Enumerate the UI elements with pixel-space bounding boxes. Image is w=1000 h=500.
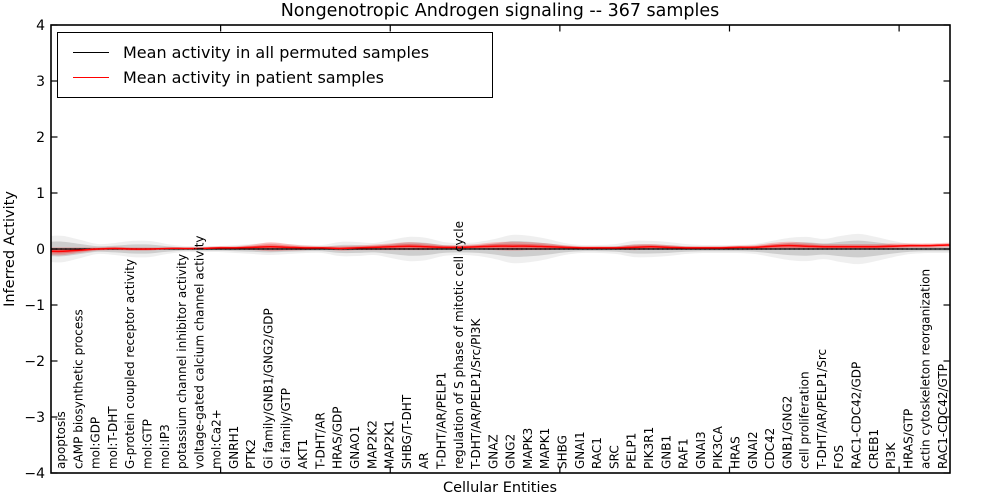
y-tick-label: −4	[24, 466, 45, 482]
x-tick-label: SRC	[607, 445, 621, 469]
axis-ticks	[51, 24, 950, 474]
x-tick-label: GNRH1	[227, 426, 241, 469]
x-tick-label: HRAS/GTP	[901, 409, 915, 469]
x-tick-label: mol:GDP	[89, 417, 103, 469]
y-tick-label: −2	[24, 354, 45, 370]
x-tick-label: PIK3CA	[711, 425, 725, 469]
x-tick-label: GNG2	[504, 434, 518, 469]
x-tick-label: CREB1	[867, 429, 881, 469]
x-tick-label: T-DHT/AR/PELP1	[434, 372, 448, 470]
x-tick-label: SHBG/T-DHT	[400, 394, 414, 469]
y-tick-label: 2	[36, 130, 45, 146]
x-tick-label: MAPK3	[521, 428, 535, 469]
y-tick-label: −3	[24, 410, 45, 426]
plot-frame	[50, 24, 951, 474]
y-tick-label: 0	[36, 242, 45, 258]
x-tick-label: RAC1	[590, 437, 604, 469]
x-tick-label: MAP2K1	[383, 420, 397, 469]
x-tick-label: CDC42	[763, 428, 777, 469]
x-tick-label: HRAS/GDP	[331, 406, 345, 469]
x-tick-label: SHBG	[556, 435, 570, 469]
x-axis-label: Cellular Entities	[443, 480, 557, 496]
x-tick-label: MAPK1	[538, 428, 552, 469]
x-tick-label: RAC1-CDC42/GDP	[850, 362, 864, 469]
x-tick-label: HRAS	[728, 436, 742, 469]
y-tick-labels: 4 3 2 1 0 −1 −2 −3 −4	[24, 18, 45, 482]
x-tick-label: AKT1	[296, 439, 310, 469]
legend: Mean activity in all permuted samples Me…	[57, 32, 493, 98]
chart-title: Nongenotropic Androgen signaling -- 367 …	[281, 1, 720, 21]
x-tick-label: cell proliferation	[798, 371, 812, 469]
x-tick-label: MAP2K2	[365, 420, 379, 469]
axes-frame	[50, 24, 951, 474]
y-tick-label: 3	[36, 74, 45, 90]
x-tick-label: Gi family/GTP	[279, 388, 293, 469]
x-tick-label: PTK2	[244, 439, 258, 469]
x-tick-label: T-DHT/AR	[313, 412, 327, 470]
x-tick-label: GNB1	[659, 435, 673, 469]
x-tick-labels: apoptosis cAMP biosynthetic process mol:GD…	[54, 221, 950, 470]
legend-entry-permuted: Mean activity in all permuted samples	[73, 44, 492, 62]
x-tick-label: mol:IP3	[158, 424, 172, 469]
x-tick-label: GNAZ	[486, 434, 500, 469]
x-tick-label: T-DHT/AR/PELP1/Src	[815, 349, 829, 470]
x-tick-label: actin cytoskeleton reorganization	[919, 269, 933, 469]
x-tick-label: cAMP biosynthetic process	[71, 309, 85, 469]
x-tick-label: GNAI1	[573, 431, 587, 469]
x-tick-label: potassium channel inhibitor activity	[175, 254, 189, 469]
y-tick-label: 1	[36, 186, 45, 202]
x-tick-label: apoptosis	[54, 411, 68, 469]
x-tick-label: regulation of S phase of mitotic cell cy…	[452, 221, 466, 469]
x-tick-label: GNB1/GNG2	[780, 396, 794, 469]
x-tick-label: mol:T-DHT	[106, 406, 120, 469]
legend-label-permuted: Mean activity in all permuted samples	[123, 42, 430, 62]
patient-line-swatch	[73, 76, 109, 78]
x-tick-label: PELP1	[625, 433, 639, 469]
x-tick-label: mol:GTP	[140, 419, 154, 469]
x-tick-label: voltage-gated calcium channel activity	[192, 235, 206, 469]
patient-band-inner	[51, 243, 950, 254]
x-tick-label: GNAI3	[694, 431, 708, 469]
x-tick-label: AR	[417, 452, 431, 469]
y-axis-label: Inferred Activity	[2, 191, 18, 307]
x-tick-label: GNAO1	[348, 426, 362, 469]
x-tick-label: RAF1	[677, 438, 691, 469]
x-tick-label: GNAI2	[746, 431, 760, 469]
permuted-line-swatch	[73, 52, 109, 54]
y-tick-label: −1	[24, 298, 45, 314]
series-lines	[50, 244, 951, 253]
y-tick-label: 4	[36, 18, 45, 34]
x-tick-label: PIK3R1	[642, 427, 656, 469]
x-tick-label: PI3K	[884, 442, 898, 469]
patient-mean-line	[50, 244, 951, 253]
x-tick-label: FOS	[832, 445, 846, 469]
x-tick-label: Gi family/GNB1/GNG2/GDP	[262, 308, 276, 469]
x-tick-label: RAC1-CDC42/GTP	[936, 364, 950, 469]
x-tick-label: T-DHT/AR/PELP1/Src/PI3K	[469, 317, 483, 470]
x-tick-label: mol:Ca2+	[210, 409, 224, 469]
legend-label-patient: Mean activity in patient samples	[123, 67, 384, 87]
x-tick-label: G-protein coupled receptor activity	[123, 259, 137, 469]
legend-entry-patient: Mean activity in patient samples	[73, 67, 492, 87]
